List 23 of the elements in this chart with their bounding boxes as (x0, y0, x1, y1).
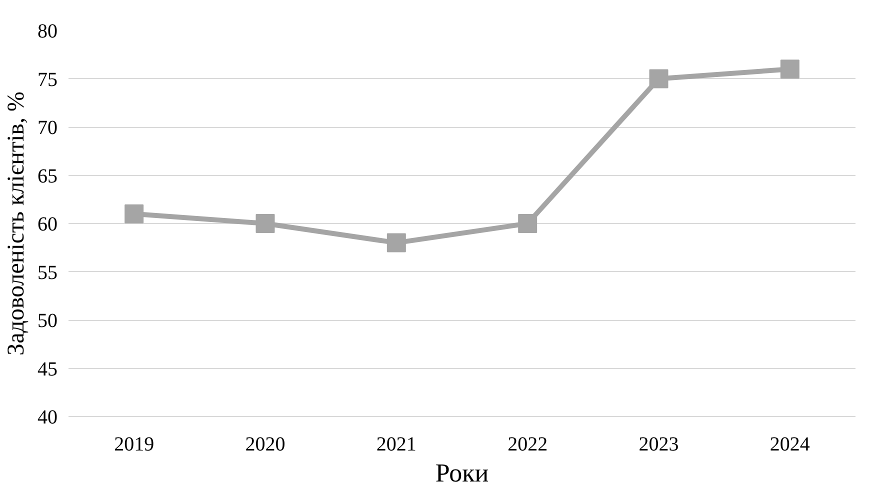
point (124, 204, 144, 224)
y-axis-title: Задоволеність клієнтів, % (4, 92, 30, 356)
x-tick-label: 2021 (376, 434, 416, 456)
y-tick-label: 80 (38, 20, 58, 42)
x-tick-label: 2023 (638, 434, 679, 456)
y-tick-label: 40 (38, 406, 58, 428)
y-tick-label: 70 (38, 117, 58, 139)
y-tick-label: 55 (38, 262, 58, 284)
x-tick-label: 2024 (770, 434, 810, 456)
point (386, 233, 406, 252)
y-tick-label: 60 (38, 214, 58, 236)
point (256, 214, 275, 233)
point (780, 60, 800, 79)
point (649, 69, 668, 88)
x-tick-label: 2019 (114, 434, 154, 456)
y-tick-label: 50 (38, 310, 58, 332)
point (518, 214, 538, 233)
x-axis-title: Роки (435, 458, 489, 488)
x-tick-label: 2020 (245, 434, 286, 456)
y-tick-label: 45 (38, 358, 58, 380)
y-tick-label: 75 (38, 68, 58, 91)
x-tick-label: 2022 (508, 434, 548, 456)
y-tick-label: 65 (38, 165, 58, 188)
